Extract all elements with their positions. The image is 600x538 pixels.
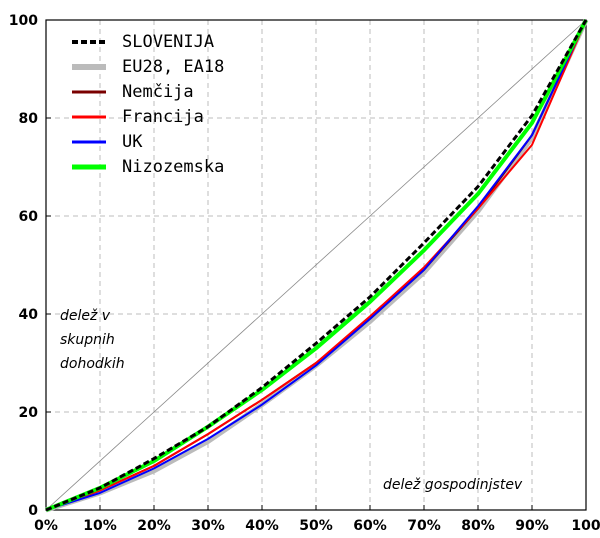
axes [45,19,587,511]
x-tick-label: 80% [461,518,495,534]
legend-entry: SLOVENIJA [122,32,214,52]
y-axis-label: delež v [60,308,111,324]
y-axis-label: skupnih [60,332,115,348]
x-tick-label: 40% [245,518,279,534]
x-tick-label: 90% [515,518,549,534]
legend-entry: Nizozemska [122,157,224,177]
legend-entry: Nemčija [122,82,194,102]
series-line-uk [45,19,587,511]
series-lines [45,18,589,513]
x-tick-label: 0% [34,518,58,534]
x-tick-label: 20% [137,518,171,534]
x-tick-label: 100 [571,518,600,534]
legend-entry: UK [122,132,143,152]
y-tick-label: 60 [19,209,39,225]
legend: SLOVENIJA EU28, EA18 Nemčija Francija UK Nizo… [72,32,224,177]
series-line-francija [45,19,587,511]
x-tick-label: 10% [83,518,117,534]
series-line-nizozemska [45,19,588,512]
y-tick-label: 100 [9,13,38,29]
x-tick-label: 70% [407,518,441,534]
tick-labels: 0% 10% 20% 30% 40% 50% 60% 70% 80% 90% 100 0 20 40 60 8… [9,13,600,534]
x-axis-label: delež gospodinjstev [383,477,523,493]
legend-entry: EU28, EA18 [122,57,224,77]
y-tick-label: 80 [19,111,39,127]
y-tick-label: 40 [19,307,39,323]
y-tick-label: 0 [28,503,38,519]
x-tick-label: 30% [191,518,225,534]
y-tick-label: 20 [19,405,39,421]
x-tick-label: 60% [353,518,387,534]
x-tick-label: 50% [299,518,333,534]
series-line-slovenija [45,19,588,512]
y-axis-label: dohodkih [60,356,125,372]
legend-entry: Francija [122,107,204,127]
equality-line [45,19,587,511]
annotations: delež v skupnih dohodkih delež gospodinjste… [60,308,523,493]
